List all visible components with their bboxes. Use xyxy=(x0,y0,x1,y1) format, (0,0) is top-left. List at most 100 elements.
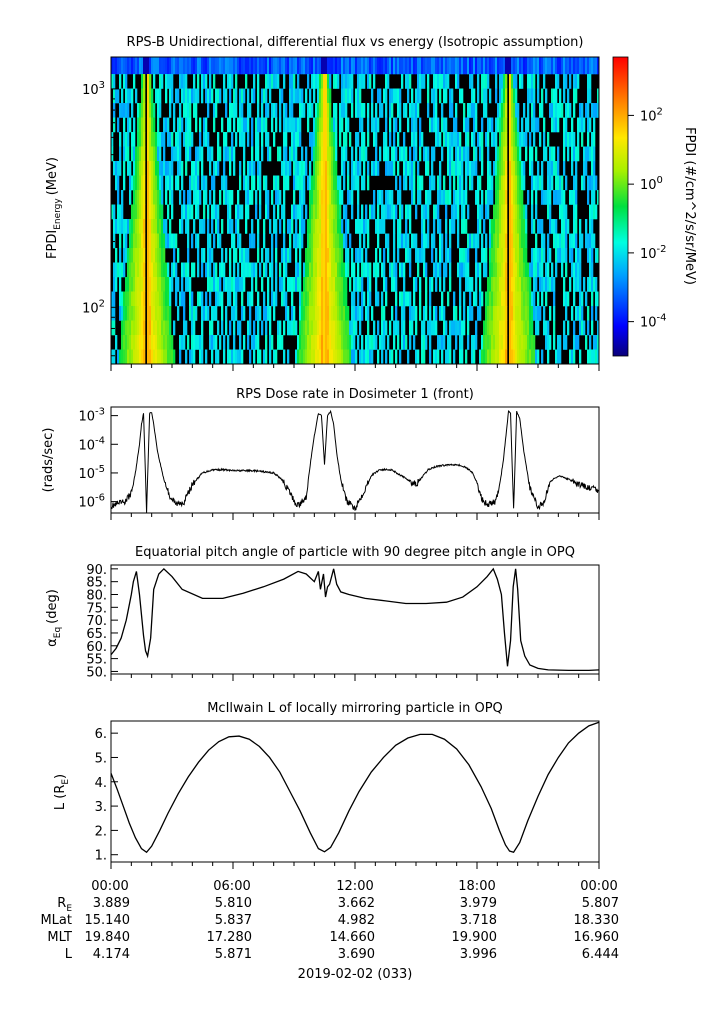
spectrogram-cell xyxy=(525,146,528,162)
spectrogram-cell xyxy=(515,291,518,307)
spectrogram-cell xyxy=(217,219,220,234)
spectrogram-cell xyxy=(579,248,582,263)
spectrogram-cell xyxy=(249,190,252,205)
dose-rate-y-tick-label: 10-6 xyxy=(78,493,105,511)
spectrogram-cell xyxy=(149,117,152,133)
spectrogram-cell xyxy=(477,88,480,104)
spectrogram-cell xyxy=(427,219,430,234)
spectrogram-cell xyxy=(427,146,430,162)
spectrogram-cell xyxy=(201,57,204,75)
spectrogram-cell xyxy=(545,88,548,104)
spectrogram-cell xyxy=(549,146,552,162)
spectrogram-cell xyxy=(361,262,364,278)
spectrogram-cell xyxy=(443,88,446,104)
spectrogram-cell xyxy=(465,117,468,133)
spectrogram-cell xyxy=(349,320,352,336)
spectrogram-cell xyxy=(513,103,516,118)
spectrogram-cell xyxy=(177,57,180,75)
spectrogram-cell xyxy=(483,248,486,263)
spectrogram-cell xyxy=(517,262,520,278)
spectrogram-cell xyxy=(435,320,438,336)
spectrogram-cell xyxy=(423,57,426,75)
spectrogram-cell xyxy=(327,204,330,220)
spectrogram-cell xyxy=(499,103,502,118)
spectrogram-cell xyxy=(593,103,596,118)
spectrogram-cell xyxy=(283,291,286,307)
spectrogram-cell xyxy=(199,57,202,75)
spectrogram-cell xyxy=(159,132,162,147)
spectrogram-cell xyxy=(501,132,504,147)
spectrogram-cell xyxy=(399,88,402,104)
ephemeris-row-label: MLT xyxy=(47,930,72,945)
spectrogram-cell xyxy=(351,262,354,278)
spectrogram-cell xyxy=(589,233,592,249)
spectrogram-cell xyxy=(229,248,232,263)
spectrogram-cell xyxy=(477,74,480,89)
spectrogram-cell xyxy=(537,161,540,176)
spectrogram-cell xyxy=(361,132,364,147)
spectrogram-cell xyxy=(259,204,262,220)
spectrogram-cell xyxy=(131,175,134,191)
spectrogram-cell xyxy=(393,117,396,133)
spectrogram-cell xyxy=(573,88,576,104)
spectrogram-cell xyxy=(399,204,402,220)
spectrogram-cell xyxy=(541,219,544,234)
spectrogram-cell xyxy=(171,349,174,365)
spectrogram-cell xyxy=(121,306,124,321)
spectrogram-cell xyxy=(241,57,244,75)
spectrogram-cell xyxy=(115,335,118,350)
spectrogram-cell xyxy=(123,306,126,321)
spectrogram-cell xyxy=(591,248,594,263)
spectrogram-cell xyxy=(457,204,460,220)
spectrogram-cell xyxy=(431,175,434,191)
spectrogram-cell xyxy=(167,277,170,292)
spectrogram-cell xyxy=(165,306,168,321)
spectrogram-cell xyxy=(389,161,392,176)
spectrogram-cell xyxy=(151,262,154,278)
spectrogram-cell xyxy=(467,204,470,220)
spectrogram-cell xyxy=(269,74,272,89)
spectrogram-cell xyxy=(225,175,228,191)
spectrogram-cell xyxy=(469,306,472,321)
spectrogram-cell xyxy=(115,175,118,191)
spectrogram-cell xyxy=(301,161,304,176)
spectrogram-cell xyxy=(127,146,130,162)
spectrogram-cell xyxy=(517,291,520,307)
spectrogram-cell xyxy=(451,320,454,336)
spectrogram-cell xyxy=(573,262,576,278)
spectrogram-cell xyxy=(585,103,588,118)
spectrogram-cell xyxy=(277,74,280,89)
spectrogram-cell xyxy=(263,88,266,104)
spectrogram-cell xyxy=(539,219,542,234)
spectrogram-cell xyxy=(289,320,292,336)
spectrogram-cell xyxy=(521,204,524,220)
spectrogram-cell xyxy=(131,349,134,365)
ephemeris-value: 18.330 xyxy=(574,913,620,928)
spectrogram-cell xyxy=(563,233,566,249)
spectrogram-cell xyxy=(373,320,376,336)
spectrogram-cell xyxy=(319,320,322,336)
spectrogram-cell xyxy=(487,132,490,147)
spectrogram-cell xyxy=(303,262,306,278)
spectrogram-cell xyxy=(229,117,232,133)
spectrogram-cell xyxy=(315,320,318,336)
spectrogram-cell xyxy=(403,262,406,278)
spectrogram-cell xyxy=(549,103,552,118)
spectrogram-cell xyxy=(569,248,572,263)
spectrogram-cell xyxy=(355,103,358,118)
spectrogram-cell xyxy=(459,277,462,292)
spectrogram-cell xyxy=(497,117,500,133)
spectrogram-cell xyxy=(301,219,304,234)
spectrogram-cell xyxy=(447,57,450,75)
spectrogram-cell xyxy=(247,132,250,147)
spectrogram-cell xyxy=(541,57,544,75)
spectrogram-cell xyxy=(477,262,480,278)
spectrogram-cell xyxy=(217,277,220,292)
spectrogram-cell xyxy=(501,161,504,176)
spectrogram-cell xyxy=(449,175,452,191)
spectrogram-cell xyxy=(135,291,138,307)
spectrogram-y-tick-label: 102 xyxy=(82,298,105,316)
spectrogram-cell xyxy=(561,262,564,278)
spectrogram-cell xyxy=(285,132,288,147)
spectrogram-cell xyxy=(495,291,498,307)
